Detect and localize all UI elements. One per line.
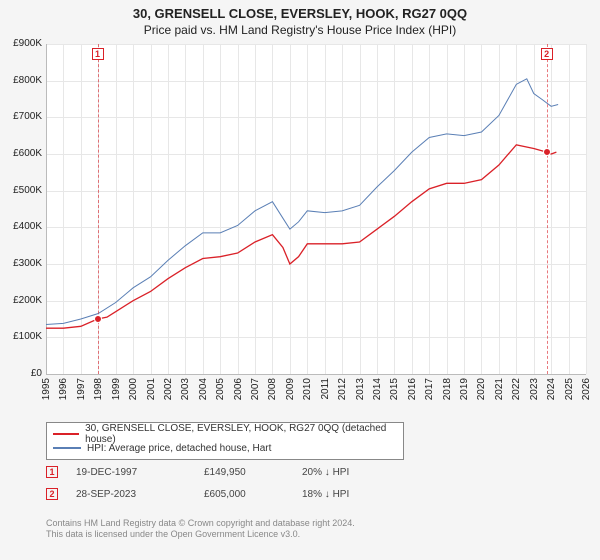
x-tick-label: 2007 [250, 378, 261, 400]
trade-index-box: 2 [46, 488, 58, 500]
y-tick-label: £200K [2, 295, 42, 306]
x-tick-label: 2011 [320, 378, 331, 400]
x-tick-label: 1997 [76, 378, 87, 400]
x-tick-label: 2026 [581, 378, 592, 400]
x-tick-label: 1999 [111, 378, 122, 400]
trade-diff: 18% ↓ HPI [302, 489, 349, 500]
x-tick-label: 2006 [233, 378, 244, 400]
trade-index-box: 1 [46, 466, 58, 478]
x-tick-label: 2014 [372, 378, 383, 400]
footer-line-1: Contains HM Land Registry data © Crown c… [46, 518, 355, 529]
x-tick-label: 2024 [546, 378, 557, 400]
y-tick-label: £800K [2, 75, 42, 86]
x-tick-label: 2017 [424, 378, 435, 400]
trade-price: £605,000 [204, 489, 284, 500]
x-tick-label: 2025 [564, 378, 575, 400]
legend: 30, GRENSELL CLOSE, EVERSLEY, HOOK, RG27… [46, 422, 404, 460]
sale-dot [543, 148, 551, 156]
plot-area: 12 [46, 44, 586, 374]
x-tick-label: 2015 [389, 378, 400, 400]
x-tick-label: 1998 [93, 378, 104, 400]
x-tick-label: 2021 [494, 378, 505, 400]
sale-dot [94, 315, 102, 323]
x-tick-label: 2019 [459, 378, 470, 400]
legend-item: 30, GRENSELL CLOSE, EVERSLEY, HOOK, RG27… [53, 427, 397, 441]
y-tick-label: £400K [2, 221, 42, 232]
x-tick-label: 2009 [285, 378, 296, 400]
sale-marker-box: 2 [541, 48, 553, 60]
grid-v [586, 44, 587, 374]
x-axis [46, 374, 586, 375]
x-tick-label: 2016 [407, 378, 418, 400]
sale-marker-line [547, 44, 548, 374]
x-tick-label: 2001 [146, 378, 157, 400]
x-tick-label: 2004 [198, 378, 209, 400]
footer-attribution: Contains HM Land Registry data © Crown c… [46, 518, 355, 541]
y-tick-label: £600K [2, 148, 42, 159]
x-tick-label: 2020 [476, 378, 487, 400]
trade-row: 2 28-SEP-2023 £605,000 18% ↓ HPI [46, 488, 349, 500]
trade-date: 19-DEC-1997 [76, 467, 186, 478]
legend-swatch [53, 447, 81, 449]
x-tick-label: 2023 [529, 378, 540, 400]
x-tick-label: 1996 [58, 378, 69, 400]
y-tick-label: £900K [2, 38, 42, 49]
sale-marker-line [98, 44, 99, 374]
x-tick-label: 2022 [511, 378, 522, 400]
series-svg [46, 44, 586, 374]
x-tick-label: 2010 [302, 378, 313, 400]
chart-title: 30, GRENSELL CLOSE, EVERSLEY, HOOK, RG27… [0, 0, 600, 21]
y-tick-label: £0 [2, 368, 42, 379]
y-tick-label: £300K [2, 258, 42, 269]
x-tick-label: 2005 [215, 378, 226, 400]
x-tick-label: 2002 [163, 378, 174, 400]
series-line [46, 79, 558, 325]
x-tick-label: 2000 [128, 378, 139, 400]
series-line [46, 145, 556, 328]
y-tick-label: £100K [2, 331, 42, 342]
x-tick-label: 2008 [267, 378, 278, 400]
sale-marker-box: 1 [92, 48, 104, 60]
y-tick-label: £700K [2, 111, 42, 122]
chart-subtitle: Price paid vs. HM Land Registry's House … [0, 21, 600, 37]
x-tick-label: 2012 [337, 378, 348, 400]
trade-diff: 20% ↓ HPI [302, 467, 349, 478]
x-tick-label: 2013 [355, 378, 366, 400]
x-tick-label: 2003 [180, 378, 191, 400]
y-tick-label: £500K [2, 185, 42, 196]
legend-swatch [53, 433, 79, 435]
footer-line-2: This data is licensed under the Open Gov… [46, 529, 355, 540]
x-tick-label: 2018 [442, 378, 453, 400]
legend-label: HPI: Average price, detached house, Hart [87, 443, 271, 454]
x-tick-label: 1995 [41, 378, 52, 400]
trade-row: 1 19-DEC-1997 £149,950 20% ↓ HPI [46, 466, 349, 478]
trade-date: 28-SEP-2023 [76, 489, 186, 500]
trade-price: £149,950 [204, 467, 284, 478]
